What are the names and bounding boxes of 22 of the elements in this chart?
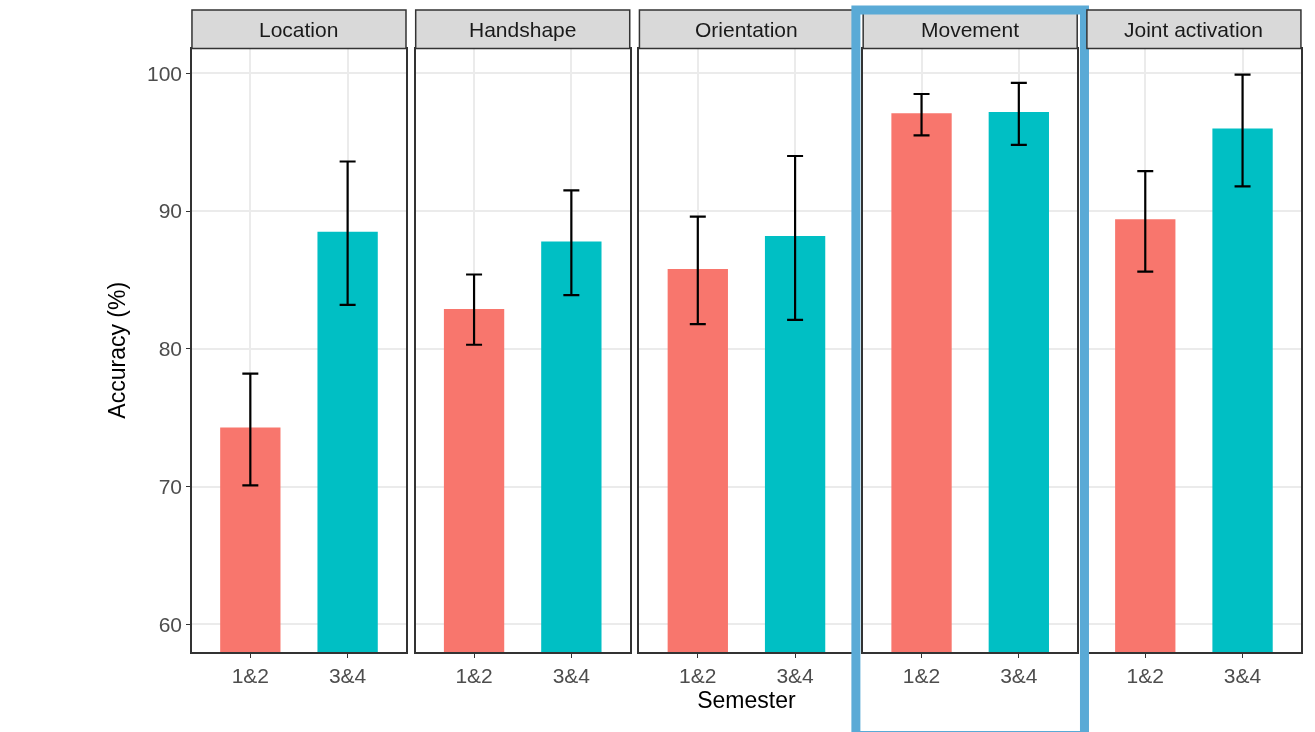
chart-title: Orientation [695, 18, 798, 41]
x-tick-label: 3&4 [552, 663, 591, 687]
x-tick-label: 1&2 [902, 663, 941, 687]
x-tick-label: 3&4 [1223, 663, 1262, 687]
y-tick-label: 70 [158, 475, 183, 499]
chart-title: Location [259, 18, 339, 41]
y-tick-label: 100 [146, 61, 183, 85]
x-axis-title: Semester [697, 686, 796, 713]
x-tick-label: 3&4 [1000, 663, 1038, 687]
x-tick-label: 3&4 [328, 663, 367, 687]
y-tick-label: 90 [158, 199, 183, 223]
x-tick-label: 1&2 [1126, 663, 1164, 687]
chart-title: Handshape [469, 18, 577, 41]
x-tick-label: 1&2 [679, 663, 717, 687]
chart-title: Joint activation [1124, 18, 1263, 41]
chart-title: Movement [921, 18, 1020, 41]
x-tick-label: 3&4 [776, 663, 815, 687]
y-axis-title: Accuracy (%) [103, 281, 130, 419]
x-tick-label: 1&2 [455, 663, 493, 687]
y-tick-label: 80 [158, 337, 183, 361]
y-tick-label: 60 [158, 612, 183, 636]
x-tick-label: 1&2 [231, 663, 270, 687]
